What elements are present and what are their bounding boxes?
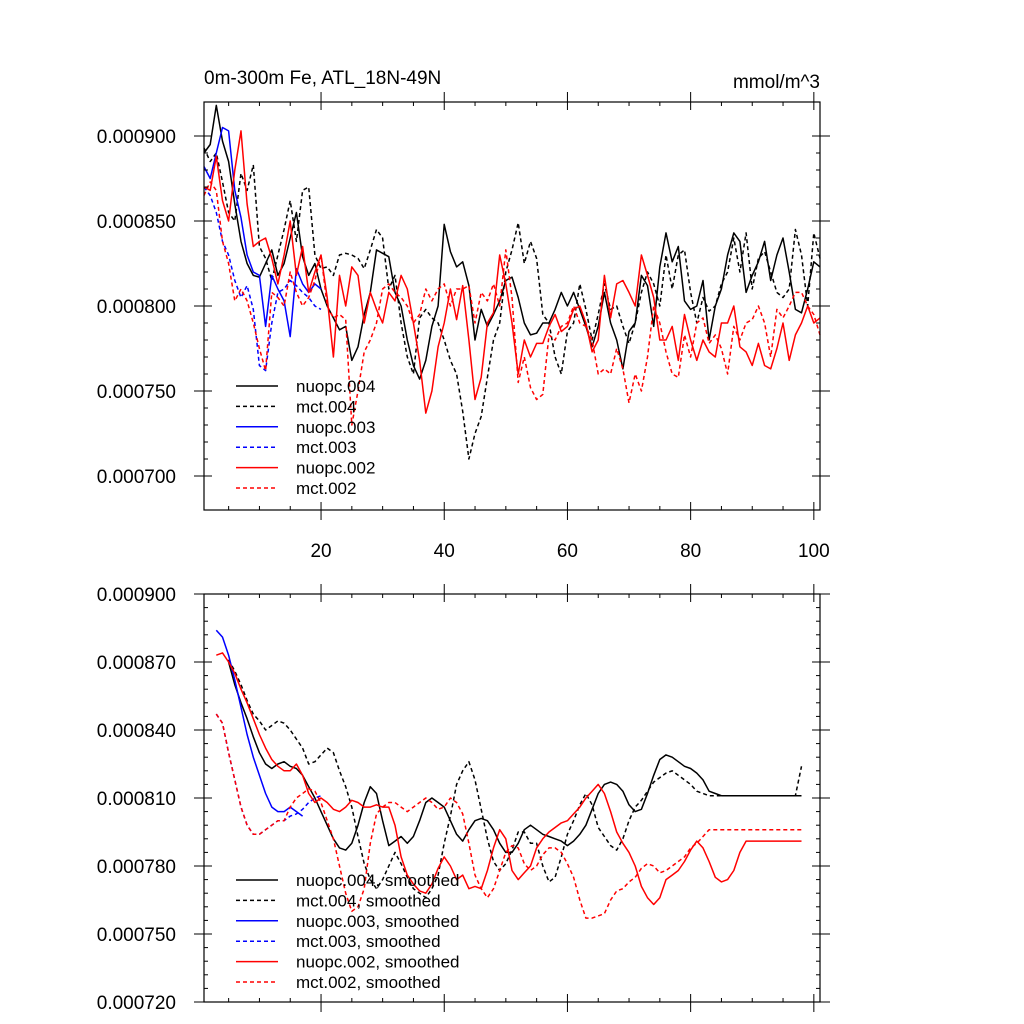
legend-label-mct-002: mct.002 — [296, 479, 356, 498]
top-chart-title: 0m-300m Fe, ATL_18N-49N — [204, 68, 441, 89]
legend-label-mct-002-smoothed: mct.002, smoothed — [296, 973, 441, 992]
legend-label-nuopc-003-smoothed: nuopc.003, smoothed — [296, 912, 460, 931]
x-tick-label: 100 — [798, 541, 830, 562]
series-line-mct-002 — [203, 181, 821, 426]
y-tick-label: 0.000800 — [97, 297, 176, 318]
y-tick-label: 0.000700 — [97, 467, 176, 488]
legend-label-nuopc-004-smoothed: nuopc.004, smoothed — [296, 871, 460, 890]
legend-label-mct-003: mct.003 — [296, 438, 356, 457]
series-line-nuopc-004-smoothed — [227, 661, 802, 854]
y-tick-label: 0.000900 — [97, 585, 176, 606]
y-tick-label: 0.000810 — [97, 789, 176, 810]
bottom-series-layer — [215, 629, 803, 919]
top-series-layer — [203, 104, 821, 460]
legend-label-mct-003-smoothed: mct.003, smoothed — [296, 932, 441, 951]
series-line-mct-004 — [203, 147, 821, 460]
top-chart-units: mmol/m^3 — [733, 72, 820, 93]
legend-label-nuopc-004: nuopc.004 — [296, 377, 375, 396]
x-tick-label: 40 — [434, 541, 455, 562]
legend-label-nuopc-003: nuopc.003 — [296, 418, 375, 437]
series-line-nuopc-002 — [203, 130, 821, 414]
y-tick-label: 0.000870 — [97, 653, 176, 674]
x-tick-label: 60 — [557, 541, 578, 562]
y-tick-label: 0.000720 — [97, 993, 176, 1014]
x-tick-label: 20 — [310, 541, 331, 562]
series-line-mct-003 — [203, 186, 322, 372]
y-tick-label: 0.000750 — [97, 382, 176, 403]
bottom-ticks-layer: 0.000720 0.000750 0.000780 0.000810 0.000840… — [97, 584, 830, 1014]
series-line-mct-002-smoothed — [215, 713, 802, 919]
legend-label-nuopc-002: nuopc.002 — [296, 459, 375, 478]
y-tick-label: 0.000840 — [97, 721, 176, 742]
series-line-nuopc-003-smoothed — [215, 629, 304, 817]
y-tick-label: 0.000750 — [97, 925, 176, 946]
y-tick-label: 0.000780 — [97, 857, 176, 878]
series-line-nuopc-003 — [203, 126, 322, 338]
top-panel: 0m-300m Fe, ATL_18N-49N mmol/m^3 20 40 60 8… — [97, 68, 830, 562]
y-tick-label: 0.000900 — [97, 127, 176, 148]
legend-label-nuopc-002-smoothed: nuopc.002, smoothed — [296, 953, 460, 972]
legend-label-mct-004: mct.004 — [296, 397, 356, 416]
bottom-panel: 0.000720 0.000750 0.000780 0.000810 0.000840… — [97, 584, 830, 1014]
x-tick-label: 80 — [680, 541, 701, 562]
series-line-nuopc-002-smoothed — [216, 652, 802, 906]
legend-label-mct-004-smoothed: mct.004, smoothed — [296, 891, 441, 910]
y-tick-label: 0.000850 — [97, 212, 176, 233]
top-ticks-layer: 20 40 60 80 100 0.000700 0.000750 0.000800 0.000… — [97, 92, 830, 562]
series-line-mct-004-smoothed — [227, 659, 803, 899]
